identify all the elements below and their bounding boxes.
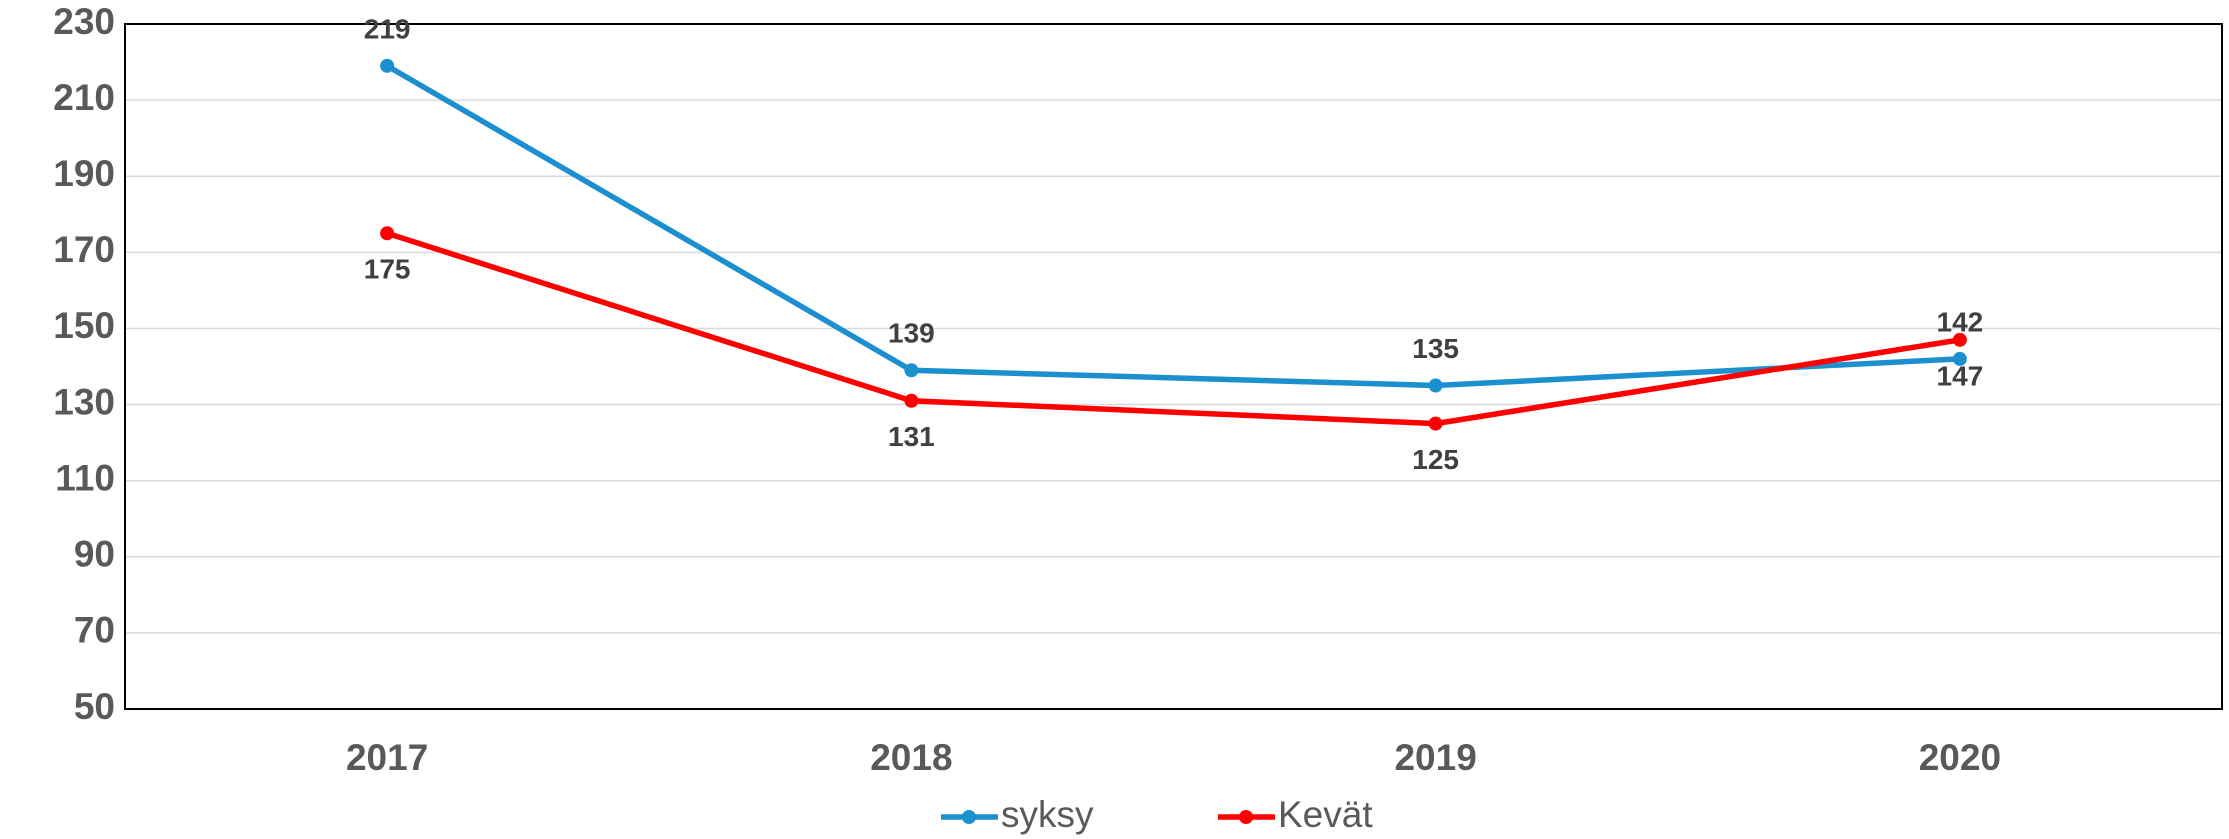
y-tick-label: 110 [55, 457, 115, 498]
data-point [1428, 378, 1443, 393]
y-tick-label: 150 [53, 305, 115, 346]
data-point [380, 226, 395, 241]
y-tick-label: 210 [53, 77, 115, 118]
plot-frame [124, 23, 2223, 710]
y-tick-label: 190 [53, 153, 115, 194]
y-tick-label: 130 [53, 381, 115, 422]
legend-label: Kevät [1278, 794, 1373, 835]
y-tick-label: 90 [74, 534, 115, 575]
data-point [904, 393, 919, 408]
data-label: 135 [1412, 333, 1459, 364]
legend-marker [962, 810, 976, 824]
data-label: 139 [888, 318, 935, 349]
data-label: 131 [888, 421, 935, 452]
data-point [1952, 332, 1967, 347]
data-point [380, 58, 395, 73]
x-tick-label: 2020 [1919, 737, 2001, 778]
y-tick-label: 170 [53, 229, 115, 270]
data-label: 125 [1412, 444, 1459, 475]
data-point [1428, 416, 1443, 431]
data-label: 147 [1937, 360, 1984, 391]
data-label: 142 [1937, 306, 1984, 337]
x-tick-label: 2018 [870, 737, 952, 778]
legend-marker [1239, 810, 1253, 824]
data-point [904, 363, 919, 378]
y-tick-label: 70 [74, 610, 115, 651]
data-point [1952, 351, 1967, 366]
y-tick-label: 50 [74, 686, 115, 727]
series-line [386, 230, 1961, 427]
legend-label: syksy [1001, 794, 1094, 835]
y-tick-label: 230 [53, 1, 115, 42]
data-label: 219 [364, 13, 411, 44]
x-tick-label: 2017 [346, 737, 428, 778]
x-tick-label: 2019 [1394, 737, 1476, 778]
data-label: 175 [364, 254, 411, 285]
series-line [385, 63, 1961, 389]
